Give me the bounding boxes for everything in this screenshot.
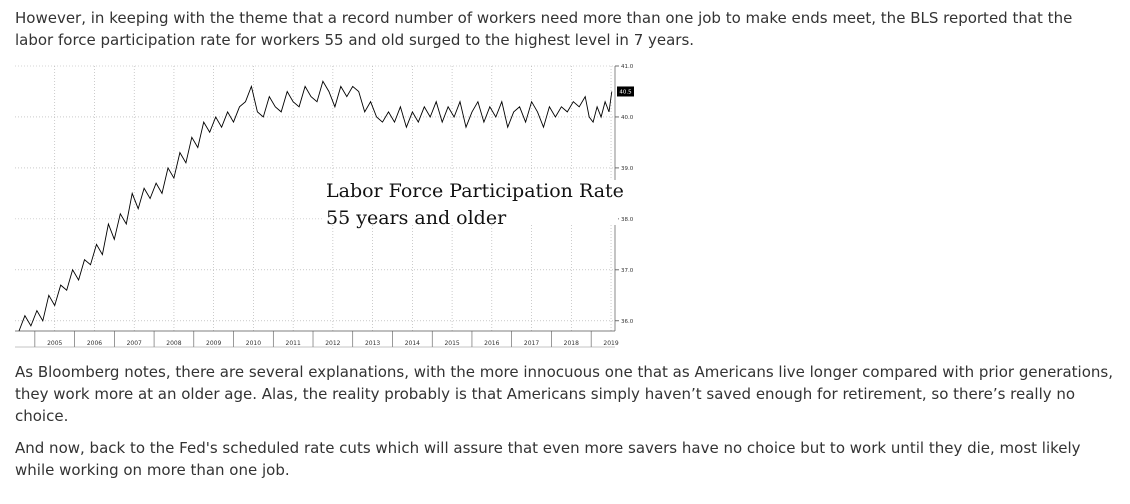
bloomberg-paragraph: As Bloomberg notes, there are several ex… <box>15 363 1113 425</box>
chart-subtitle: 55 years and older <box>326 207 507 229</box>
chart-svg: 36.037.038.039.040.041.0 2005 2006 2007 200… <box>15 64 634 348</box>
last-value-badge: 40.5 <box>617 86 634 97</box>
labor-force-chart: 36.0 37.0 38.0 39.0 40.0 41.0 2005 2006 2007 200… <box>0 60 640 355</box>
y-tick-label: 38.0 <box>621 217 634 223</box>
x-tick-label: 2013 <box>365 340 380 347</box>
x-tick-label: 2018 <box>564 340 579 347</box>
y-tick-label: 39.0 <box>621 166 634 172</box>
x-tick-label: 2005 <box>47 340 62 347</box>
intro-paragraph: However, in keeping with the theme that … <box>15 9 1073 49</box>
y-tick-label: 40.0 <box>621 115 634 121</box>
last-value-badge-box <box>617 86 634 97</box>
last-value-badge-text: 40.5 <box>619 89 632 95</box>
x-tick-label: 2007 <box>127 340 142 347</box>
x-tick-label: 2011 <box>286 340 301 347</box>
closing-paragraph: And now, back to the Fed's scheduled rat… <box>15 439 1081 479</box>
x-tick-label: 2010 <box>246 340 261 347</box>
x-tick-label: 2006 <box>87 340 102 347</box>
y-tick-label: 41.0 <box>621 64 634 70</box>
y-tick-label: 36.0 <box>621 319 634 325</box>
y-tick-label: 37.0 <box>621 268 634 274</box>
x-tick-label: 2009 <box>206 340 221 347</box>
chart-title: Labor Force Participation Rate <box>326 180 624 202</box>
x-tick-label: 2014 <box>405 340 420 347</box>
x-tick-label: 2012 <box>325 340 340 347</box>
x-tick-label: 2016 <box>484 340 499 347</box>
chart-title-backdrop <box>322 180 618 225</box>
x-tick-label: 2017 <box>524 340 539 347</box>
x-tick-label: 2019 <box>603 340 618 347</box>
chart-x-axis: 2005 2006 2007 2008 2009 2010 2011 2012 2013 2014… <box>15 330 619 348</box>
x-tick-label: 2008 <box>166 340 181 347</box>
series-line <box>18 80 613 332</box>
x-tick-label: 2015 <box>444 340 459 347</box>
